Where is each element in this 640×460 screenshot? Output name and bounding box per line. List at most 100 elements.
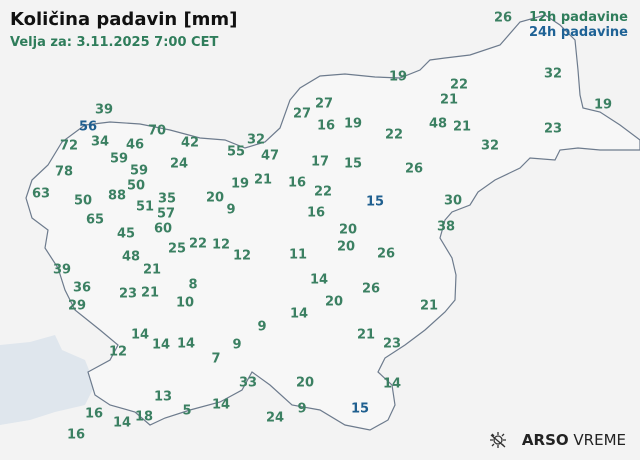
station-value-12h: 27 — [314, 96, 334, 112]
station-value-12h: 12 — [232, 248, 252, 264]
station-value-12h: 12 — [211, 237, 231, 253]
station-value-12h: 55 — [226, 144, 246, 160]
station-value-12h: 21 — [419, 298, 439, 314]
map-title: Količina padavin [mm] — [10, 9, 238, 30]
station-value-12h: 20 — [295, 375, 315, 391]
station-value-12h: 25 — [167, 241, 187, 257]
station-value-12h: 14 — [176, 336, 196, 352]
station-value-12h: 10 — [175, 295, 195, 311]
station-value-12h: 21 — [452, 119, 472, 135]
station-value-12h: 9 — [232, 337, 242, 353]
station-value-12h: 39 — [52, 262, 72, 278]
station-value-12h: 65 — [85, 212, 105, 228]
station-value-12h: 9 — [297, 401, 307, 417]
station-value-12h: 16 — [66, 427, 86, 443]
station-value-12h: 32 — [480, 138, 500, 154]
station-value-12h: 63 — [31, 186, 51, 202]
station-value-12h: 38 — [436, 219, 456, 235]
station-value-24h: 56 — [78, 119, 98, 135]
station-value-12h: 21 — [439, 92, 459, 108]
station-value-12h: 78 — [54, 164, 74, 180]
sea — [0, 335, 95, 425]
station-value-12h: 27 — [292, 106, 312, 122]
station-value-12h: 34 — [90, 134, 110, 150]
station-value-12h: 72 — [59, 138, 79, 154]
brand-name-bold: ARSO — [521, 431, 569, 449]
legend-24h: 24h padavine — [528, 25, 628, 40]
station-value-12h: 20 — [205, 190, 225, 206]
station-value-12h: 22 — [313, 184, 333, 200]
station-value-12h: 50 — [73, 193, 93, 209]
station-value-12h: 12 — [108, 344, 128, 360]
station-value-12h: 19 — [593, 97, 613, 113]
station-value-12h: 70 — [147, 123, 167, 139]
station-value-12h: 9 — [257, 319, 267, 335]
station-value-12h: 13 — [153, 389, 173, 405]
station-value-12h: 16 — [316, 118, 336, 134]
station-value-12h: 16 — [306, 205, 326, 221]
station-value-12h: 16 — [287, 175, 307, 191]
legend-12h: 12h padavine — [528, 10, 628, 25]
station-value-12h: 29 — [67, 298, 87, 314]
station-value-12h: 26 — [361, 281, 381, 297]
station-value-12h: 45 — [116, 226, 136, 242]
station-value-12h: 20 — [324, 294, 344, 310]
station-value-12h: 11 — [288, 247, 308, 263]
station-value-12h: 14 — [151, 337, 171, 353]
station-value-12h: 22 — [449, 77, 469, 93]
station-value-12h: 14 — [211, 397, 231, 413]
station-value-12h: 33 — [238, 375, 258, 391]
station-value-12h: 19 — [343, 116, 363, 132]
station-value-12h: 8 — [188, 277, 198, 293]
station-value-12h: 26 — [404, 161, 424, 177]
station-value-12h: 23 — [382, 336, 402, 352]
station-value-12h: 26 — [493, 10, 513, 26]
station-value-12h: 57 — [156, 206, 176, 222]
station-value-12h: 21 — [142, 262, 162, 278]
sun-icon — [489, 432, 506, 448]
station-value-12h: 48 — [428, 116, 448, 132]
station-value-12h: 20 — [336, 239, 356, 255]
country-border — [25, 14, 640, 431]
station-value-12h: 14 — [382, 376, 402, 392]
station-value-12h: 14 — [289, 306, 309, 322]
station-value-12h: 22 — [384, 127, 404, 143]
station-value-12h: 21 — [140, 285, 160, 301]
station-value-12h: 16 — [84, 406, 104, 422]
station-value-12h: 5 — [182, 403, 192, 419]
station-value-12h: 42 — [180, 135, 200, 151]
station-value-12h: 22 — [188, 236, 208, 252]
station-value-12h: 47 — [260, 148, 280, 164]
station-value-12h: 14 — [309, 272, 329, 288]
station-value-12h: 19 — [230, 176, 250, 192]
station-value-12h: 30 — [443, 193, 463, 209]
station-value-12h: 14 — [112, 415, 132, 431]
station-value-12h: 17 — [310, 154, 330, 170]
arso-logo: ARSO VREME — [488, 431, 626, 449]
station-value-12h: 88 — [107, 188, 127, 204]
station-value-12h: 26 — [376, 246, 396, 262]
station-value-12h: 23 — [118, 286, 138, 302]
station-value-24h: 15 — [350, 401, 370, 417]
station-value-12h: 60 — [153, 221, 173, 237]
station-value-12h: 32 — [246, 132, 266, 148]
station-value-12h: 59 — [109, 151, 129, 167]
station-value-12h: 46 — [125, 137, 145, 153]
station-value-12h: 20 — [338, 222, 358, 238]
valid-time: Velja za: 3.11.2025 7:00 CET — [10, 35, 219, 50]
station-value-12h: 32 — [543, 66, 563, 82]
station-value-12h: 39 — [94, 102, 114, 118]
station-value-12h: 14 — [130, 327, 150, 343]
station-value-12h: 19 — [388, 69, 408, 85]
station-value-12h: 48 — [121, 249, 141, 265]
brand-name: VREME — [573, 431, 626, 449]
station-value-12h: 15 — [343, 156, 363, 172]
station-value-12h: 21 — [356, 327, 376, 343]
station-value-12h: 50 — [126, 178, 146, 194]
station-value-12h: 9 — [226, 202, 236, 218]
station-value-12h: 35 — [157, 191, 177, 207]
legend: 12h padavine 24h padavine — [529, 10, 628, 40]
station-value-24h: 15 — [365, 194, 385, 210]
station-value-12h: 7 — [211, 351, 221, 367]
station-value-12h: 21 — [253, 172, 273, 188]
